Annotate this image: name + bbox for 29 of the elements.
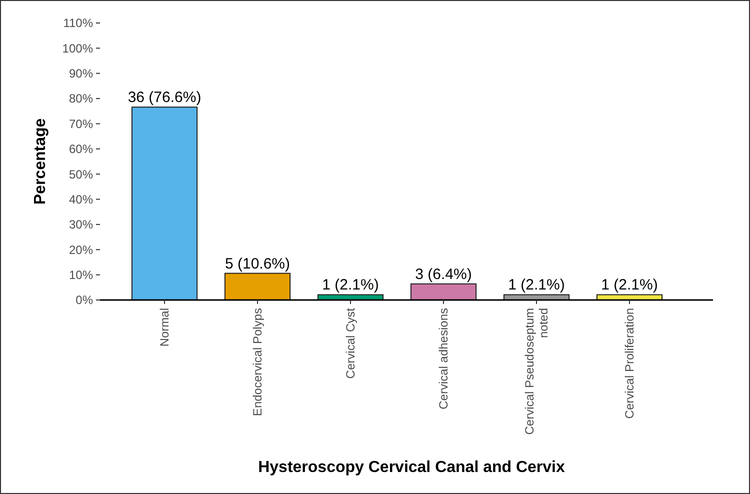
y-tick-label: 80% — [68, 92, 94, 106]
bar — [224, 272, 291, 300]
x-tick-label: Cervical adhesions — [436, 308, 451, 410]
x-tick-label: Cervical Cyst — [344, 307, 358, 379]
x-tick-label: Cervical Proliferation — [622, 308, 637, 419]
y-tick-label: 40% — [68, 192, 94, 206]
bar — [410, 283, 477, 300]
y-tick-label: 100% — [62, 41, 94, 56]
bar — [131, 106, 198, 300]
y-tick-label: 110% — [63, 16, 94, 30]
y-tick-label: 20% — [68, 242, 94, 257]
data-label: 1 (2.1%) — [508, 276, 565, 294]
data-label: 5 (10.6%) — [224, 255, 290, 272]
data-label: 1 (2.1%) — [601, 276, 658, 294]
y-axis-title: Percentage — [32, 118, 49, 205]
x-tick-label: Cervical Pseudoseptum noted — [522, 308, 550, 435]
data-label: 1 (2.1%) — [322, 276, 379, 294]
y-tick-label: 60% — [68, 142, 94, 156]
data-label: 3 (6.4%) — [415, 266, 472, 283]
y-tick-label: 10% — [68, 268, 94, 282]
y-tick-label: 90% — [68, 66, 94, 81]
y-tick-label: 30% — [68, 218, 94, 232]
y-tick-label: 50% — [68, 167, 94, 182]
x-tick-label: Endocervical Polyps — [250, 308, 265, 416]
data-label: 36 (76.6%) — [128, 89, 202, 106]
x-tick-label: Normal — [158, 308, 172, 347]
y-tick-label: 70% — [68, 116, 94, 131]
x-axis-title: Hysteroscopy Cervical Canal and Cervix — [258, 459, 565, 476]
y-tick-label: 0% — [76, 293, 94, 308]
